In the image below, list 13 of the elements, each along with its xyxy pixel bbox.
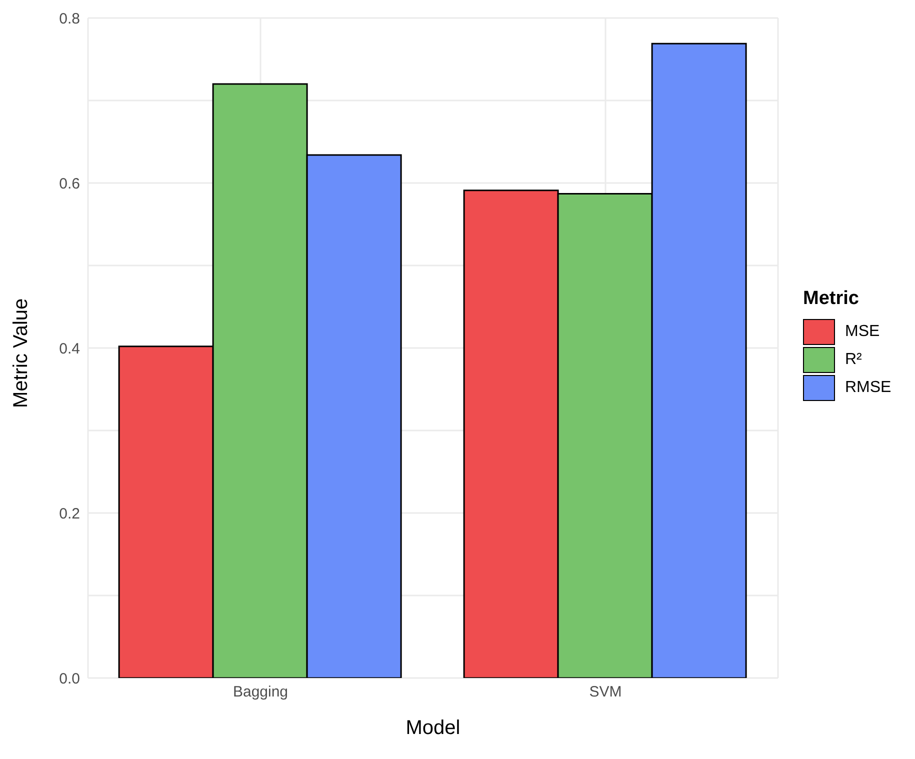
y-tick-label: 0.6 (59, 175, 80, 192)
x-tick-label: SVM (589, 684, 622, 701)
x-tick-label: Bagging (232, 684, 288, 701)
y-axis-title: Metric Value (10, 298, 32, 408)
y-tick-label: 0.8 (59, 10, 80, 28)
legend-label: RMSE (845, 379, 892, 397)
x-axis-title: Model (406, 717, 460, 739)
legend-label: MSE (845, 323, 880, 341)
y-tick-label: 0.0 (59, 670, 80, 688)
legend-title: Metric (803, 288, 860, 310)
y-tick-label: 0.4 (59, 340, 80, 358)
y-tick-label: 0.2 (59, 505, 80, 522)
legend-label: R² (845, 351, 862, 369)
